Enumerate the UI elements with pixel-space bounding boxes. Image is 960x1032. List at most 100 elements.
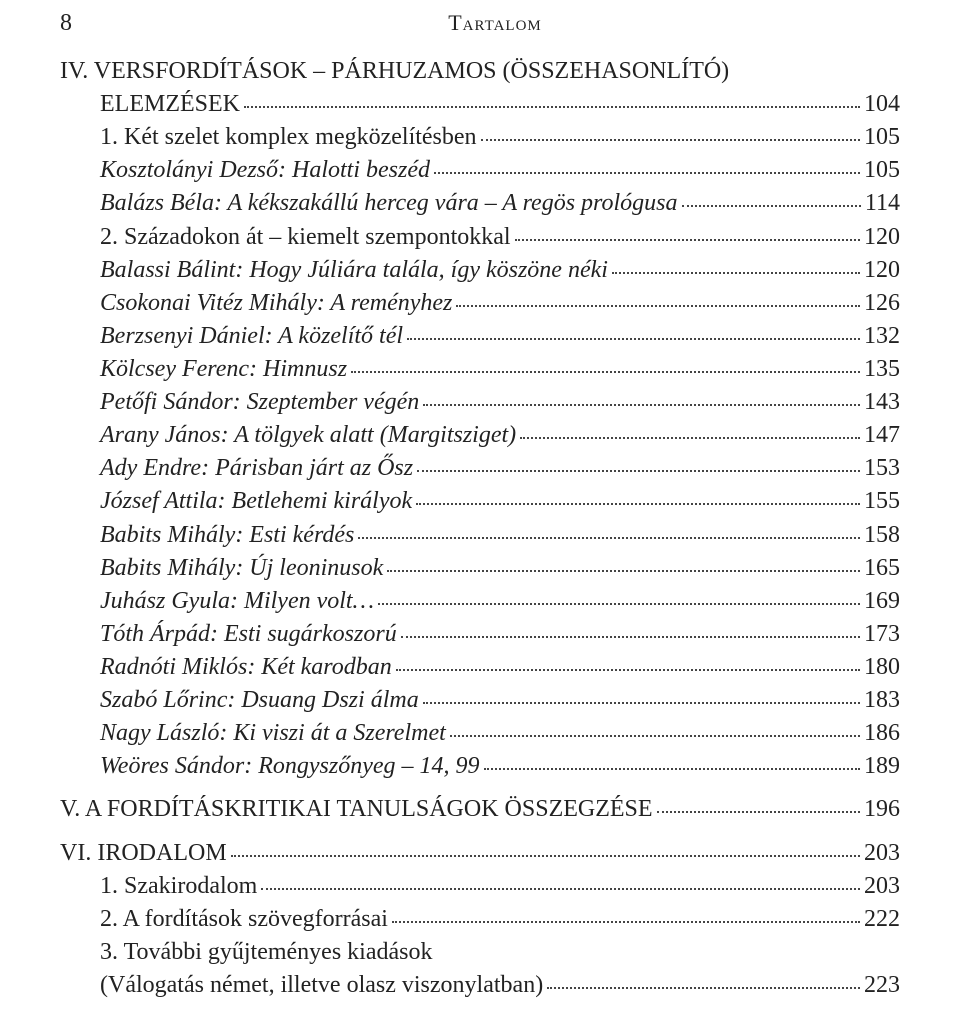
dot-leader [351, 371, 860, 373]
toc-entry: Petőfi Sándor: Szeptember végén 143 [60, 386, 900, 419]
toc-page: 120 [864, 254, 900, 287]
toc-entry: Kölcsey Ferenc: Himnusz 135 [60, 353, 900, 386]
dot-leader [231, 855, 860, 857]
toc-entry: Babits Mihály: Új leoninusok 165 [60, 552, 900, 585]
toc-entry: Csokonai Vitéz Mihály: A reményhez 126 [60, 287, 900, 320]
toc-page: 203 [864, 870, 900, 903]
toc-page: 180 [864, 651, 900, 684]
toc-label: V. A FORDÍTÁSKRITIKAI TANULSÁGOK ÖSSZEGZ… [60, 793, 653, 826]
toc-label: Balázs Béla: A kékszakállú herceg vára –… [100, 187, 678, 220]
toc-label: ELEMZÉSEK [100, 88, 240, 121]
toc-entry: Balázs Béla: A kékszakállú herceg vára –… [60, 187, 900, 220]
dot-leader [423, 404, 860, 406]
toc-label: Arany János: A tölgyek alatt (Margitszig… [100, 419, 516, 452]
toc-entry: Weöres Sándor: Rongyszőnyeg – 14, 99 189 [60, 750, 900, 783]
toc-page: 147 [864, 419, 900, 452]
toc-page: 153 [864, 452, 900, 485]
section-iv-line1: IV. VERSFORDÍTÁSOK – PÁRHUZAMOS (ÖSSZEHA… [60, 55, 900, 88]
toc-label: Kosztolányi Dezső: Halotti beszéd [100, 154, 430, 187]
toc-page: 165 [864, 552, 900, 585]
toc-entry: Berzsenyi Dániel: A közelítő tél 132 [60, 320, 900, 353]
toc-entry: Balassi Bálint: Hogy Júliára talála, így… [60, 254, 900, 287]
toc-label: 2. A fordítások szövegforrásai [100, 903, 388, 936]
section-v: V. A FORDÍTÁSKRITIKAI TANULSÁGOK ÖSSZEGZ… [60, 793, 900, 826]
toc-label: Balassi Bálint: Hogy Júliára talála, így… [100, 254, 608, 287]
toc-page: 143 [864, 386, 900, 419]
dot-leader [392, 921, 860, 923]
toc-page: 189 [864, 750, 900, 783]
page: 8 Tartalom IV. VERSFORDÍTÁSOK – PÁRHUZAM… [0, 0, 960, 1032]
toc-page: 114 [865, 187, 900, 220]
dot-leader [515, 239, 860, 241]
toc-entry: Juhász Gyula: Milyen volt… 169 [60, 585, 900, 618]
dot-leader [378, 603, 860, 605]
toc-page: 169 [864, 585, 900, 618]
toc-label: (Válogatás német, illetve olasz viszonyl… [100, 969, 543, 1002]
toc-page: 158 [864, 519, 900, 552]
toc-label: Petőfi Sándor: Szeptember végén [100, 386, 419, 419]
toc-entry-line1: 3. További gyűjteményes kiadások [60, 936, 900, 969]
toc-page: 186 [864, 717, 900, 750]
dot-leader [387, 570, 860, 572]
dot-leader [450, 735, 860, 737]
toc-label: Szabó Lőrinc: Dsuang Dszi álma [100, 684, 419, 717]
dot-leader [456, 305, 860, 307]
toc-label: Ady Endre: Párisban járt az Ősz [100, 452, 413, 485]
toc-entry-line2: (Válogatás német, illetve olasz viszonyl… [60, 969, 900, 1002]
dot-leader [417, 470, 860, 472]
toc-label: Babits Mihály: Új leoninusok [100, 552, 383, 585]
toc-page: 222 [864, 903, 900, 936]
running-head-title: Tartalom [90, 10, 900, 36]
dot-leader [423, 702, 860, 704]
toc-label: Nagy László: Ki viszi át a Szerelmet [100, 717, 446, 750]
dot-leader [396, 669, 860, 671]
running-header: 8 Tartalom [60, 10, 900, 37]
toc-page: 132 [864, 320, 900, 353]
toc-entry: Ady Endre: Párisban járt az Ősz 153 [60, 452, 900, 485]
toc-label: Radnóti Miklós: Két karodban [100, 651, 392, 684]
toc-page: 223 [864, 969, 900, 1002]
toc-page: 135 [864, 353, 900, 386]
toc-entry: József Attila: Betlehemi királyok 155 [60, 485, 900, 518]
toc-label: 1. Szakirodalom [100, 870, 257, 903]
toc-label: Berzsenyi Dániel: A közelítő tél [100, 320, 403, 353]
toc-entry: Tóth Árpád: Esti sugárkoszorú 173 [60, 618, 900, 651]
dot-leader [416, 503, 860, 505]
toc-entry: 2. Századokon át – kiemelt szempontokkal… [60, 221, 900, 254]
toc-entry: Kosztolányi Dezső: Halotti beszéd 105 [60, 154, 900, 187]
toc-page: 155 [864, 485, 900, 518]
dot-leader [434, 172, 860, 174]
toc-entry: 1. Szakirodalom 203 [60, 870, 900, 903]
dot-leader [657, 811, 860, 813]
toc-entry: Szabó Lőrinc: Dsuang Dszi álma 183 [60, 684, 900, 717]
toc-entry: Nagy László: Ki viszi át a Szerelmet 186 [60, 717, 900, 750]
toc-page: 173 [864, 618, 900, 651]
toc-label: VI. IRODALOM [60, 837, 227, 870]
toc-entry: 1. Két szelet komplex megközelítésben 10… [60, 121, 900, 154]
dot-leader [358, 537, 860, 539]
toc-page: 203 [864, 837, 900, 870]
dot-leader [481, 139, 860, 141]
section-iv-line2: ELEMZÉSEK 104 [60, 88, 900, 121]
dot-leader [612, 272, 860, 274]
toc-label: Csokonai Vitéz Mihály: A reményhez [100, 287, 452, 320]
dot-leader [484, 768, 860, 770]
page-number: 8 [60, 10, 90, 37]
toc-page: 105 [864, 121, 900, 154]
toc-label: 2. Századokon át – kiemelt szempontokkal [100, 221, 511, 254]
toc-label: Weöres Sándor: Rongyszőnyeg – 14, 99 [100, 750, 480, 783]
toc-page: 105 [864, 154, 900, 187]
toc-label: Kölcsey Ferenc: Himnusz [100, 353, 347, 386]
toc-page: 183 [864, 684, 900, 717]
toc-label: Tóth Árpád: Esti sugárkoszorú [100, 618, 397, 651]
toc-page: 120 [864, 221, 900, 254]
toc-page: 126 [864, 287, 900, 320]
toc-label: 1. Két szelet komplex megközelítésben [100, 121, 477, 154]
dot-leader [261, 888, 860, 890]
dot-leader [244, 106, 860, 108]
toc-entry: Babits Mihály: Esti kérdés 158 [60, 519, 900, 552]
toc-label: Juhász Gyula: Milyen volt… [100, 585, 374, 618]
toc-entry: 2. A fordítások szövegforrásai 222 [60, 903, 900, 936]
toc-label: József Attila: Betlehemi királyok [100, 485, 412, 518]
toc-entry: Arany János: A tölgyek alatt (Margitszig… [60, 419, 900, 452]
